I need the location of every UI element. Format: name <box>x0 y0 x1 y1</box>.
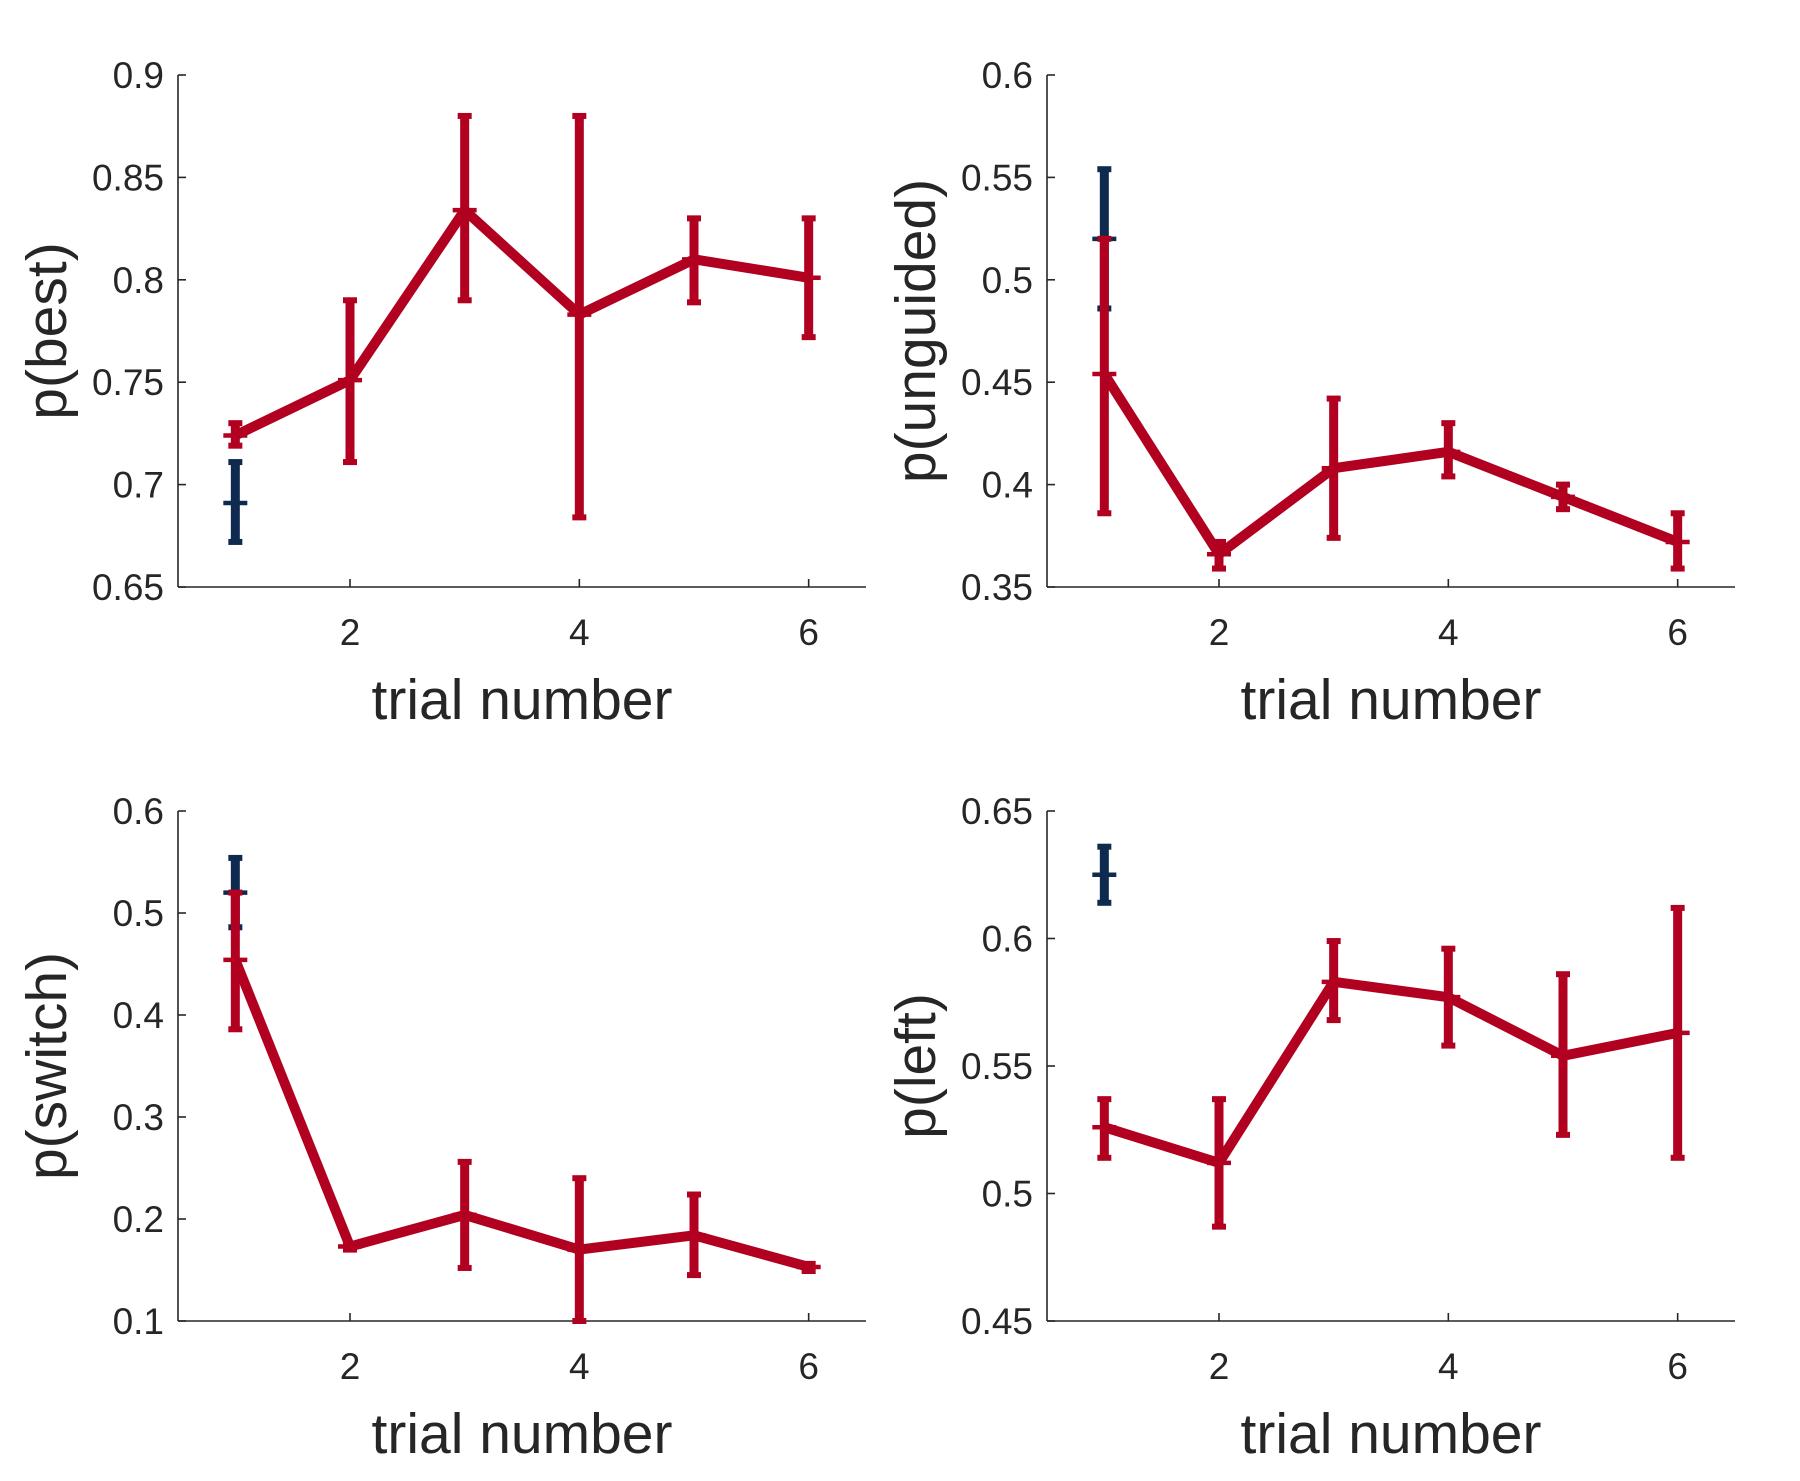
y-tick-label: 0.4 <box>113 995 164 1036</box>
chart-panel-1: 0.65 0.7 0.75 0.8 0.85 0.9 2 4 6 trial number p(be… <box>15 55 866 732</box>
x-axis-title: trial number <box>372 668 673 732</box>
y-tick-label: 0.75 <box>92 362 164 403</box>
y-tick-label: 0.2 <box>113 1199 164 1240</box>
y-tick-label: 0.6 <box>982 55 1033 96</box>
x-tick-label: 4 <box>1438 1346 1459 1387</box>
series-main <box>223 889 821 1324</box>
series-reference <box>1092 843 1117 906</box>
y-axis-title: p(best) <box>15 242 79 419</box>
series-line <box>230 954 814 1272</box>
y-tick-label: 0.45 <box>961 362 1033 403</box>
y-tick-label: 0.9 <box>113 55 164 96</box>
y-tick-label: 0.6 <box>113 791 164 832</box>
x-tick-label: 6 <box>1667 612 1688 653</box>
x-tick-label: 6 <box>1667 1346 1688 1387</box>
y-tick-label: 0.7 <box>113 465 164 506</box>
x-tick-label: 6 <box>798 1346 819 1387</box>
x-axis-title: trial number <box>1241 1402 1542 1466</box>
series-line <box>1099 976 1683 1168</box>
y-tick-label: 0.5 <box>982 260 1033 301</box>
x-tick-label: 4 <box>1438 612 1459 653</box>
x-tick-label: 2 <box>340 1346 361 1387</box>
y-tick-label: 0.55 <box>961 157 1033 198</box>
y-tick-label: 0.1 <box>113 1301 164 1342</box>
x-axis-title: trial number <box>372 1402 673 1466</box>
y-tick-label: 0.85 <box>92 157 164 198</box>
y-tick-label: 0.5 <box>982 1174 1033 1215</box>
y-tick-label: 0.45 <box>961 1301 1033 1342</box>
series-main <box>1092 235 1690 572</box>
x-tick-label: 4 <box>569 612 590 653</box>
y-tick-label: 0.65 <box>961 791 1033 832</box>
y-tick-label: 0.3 <box>113 1097 164 1138</box>
series-main <box>1092 904 1690 1230</box>
x-tick-label: 6 <box>798 612 819 653</box>
y-axis-title: p(switch) <box>15 952 79 1180</box>
x-tick-label: 4 <box>569 1346 590 1387</box>
y-axis-title: p(left) <box>884 993 948 1139</box>
y-axis-title: p(unguided) <box>884 179 948 483</box>
y-tick-label: 0.35 <box>961 567 1033 608</box>
y-tick-label: 0.65 <box>92 567 164 608</box>
series-reference <box>223 459 248 545</box>
x-tick-label: 2 <box>1209 612 1230 653</box>
y-tick-label: 0.4 <box>982 465 1033 506</box>
chart-panel-4: 0.45 0.5 0.55 0.6 0.65 2 4 6 trial number p(left) <box>884 791 1735 1466</box>
series-line <box>1099 369 1683 560</box>
x-axis-title: trial number <box>1241 668 1542 732</box>
y-tick-label: 0.55 <box>961 1046 1033 1087</box>
x-tick-label: 2 <box>1209 1346 1230 1387</box>
y-tick-label: 0.5 <box>113 893 164 934</box>
chart-panel-3: 0.1 0.2 0.3 0.4 0.5 0.6 2 4 6 trial number p(switc… <box>15 791 866 1466</box>
chart-panel-2: 0.35 0.4 0.45 0.5 0.55 0.6 2 4 6 trial number p(un… <box>884 55 1735 732</box>
y-tick-label: 0.6 <box>982 919 1033 960</box>
y-tick-label: 0.8 <box>113 260 164 301</box>
x-tick-label: 2 <box>340 612 361 653</box>
series-line <box>230 205 814 441</box>
series-main <box>223 112 821 521</box>
